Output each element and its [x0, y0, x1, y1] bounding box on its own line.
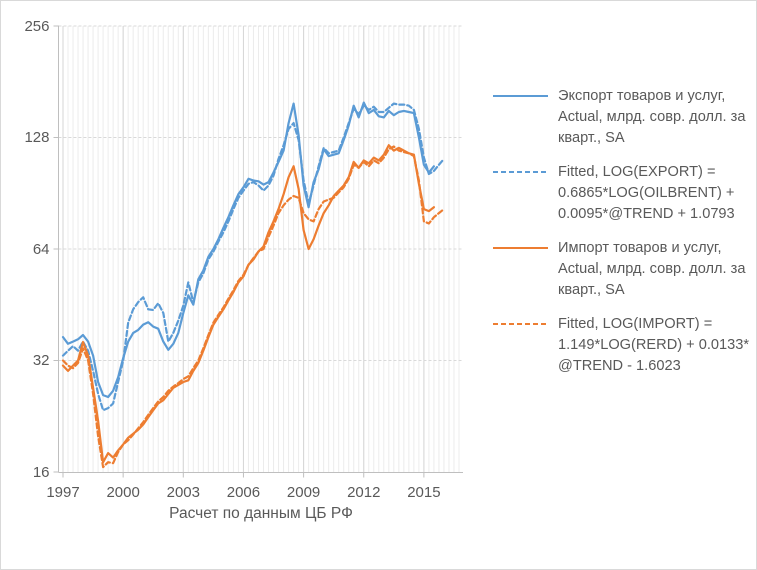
legend-label-export-actual: Экспорт товаров и услуг, Actual, млрд. с…	[558, 88, 746, 146]
legend: Экспорт товаров и услуг, Actual, млрд. с…	[493, 86, 753, 377]
y-tick-label: 128	[24, 129, 50, 146]
legend-label-import-actual: Импорт товаров и услуг, Actual, млрд. со…	[558, 240, 746, 298]
y-tick-label: 256	[24, 17, 50, 35]
x-tick-label: 2012	[347, 484, 381, 501]
legend-item-export-actual: Экспорт товаров и услуг, Actual, млрд. с…	[493, 86, 753, 149]
series-line-import-fitted	[61, 145, 445, 469]
x-tick-label: 2006	[226, 484, 261, 501]
legend-label-import-fitted: Fitted, LOG(IMPORT) = 1.149*LOG(RERD) + …	[558, 316, 750, 374]
x-tick-label: 2000	[106, 484, 140, 501]
legend-item-import-actual: Импорт товаров и услуг, Actual, млрд. со…	[493, 238, 753, 301]
x-axis-title: Расчет по данным ЦБ РФ	[169, 505, 353, 522]
x-tick-label: 1997	[46, 484, 80, 501]
legend-sample-export-fitted	[493, 171, 548, 173]
y-tick-label: 16	[32, 463, 50, 481]
x-tick-label: 2003	[166, 484, 200, 501]
series-line-export-fitted	[61, 102, 445, 412]
y-tick-label: 32	[32, 352, 50, 369]
legend-sample-export-actual	[493, 95, 548, 97]
y-tick-label: 64	[32, 240, 50, 258]
legend-item-export-fitted: Fitted, LOG(EXPORT) = 0.6865*LOG(OILBREN…	[493, 162, 753, 225]
legend-sample-import-fitted	[493, 323, 548, 325]
legend-item-import-fitted: Fitted, LOG(IMPORT) = 1.149*LOG(RERD) + …	[493, 314, 753, 377]
x-tick-label: 2015	[407, 484, 441, 501]
x-tick-label: 2009	[286, 484, 321, 501]
legend-sample-import-actual	[493, 247, 548, 249]
legend-label-export-fitted: Fitted, LOG(EXPORT) = 0.6865*LOG(OILBREN…	[558, 164, 735, 222]
